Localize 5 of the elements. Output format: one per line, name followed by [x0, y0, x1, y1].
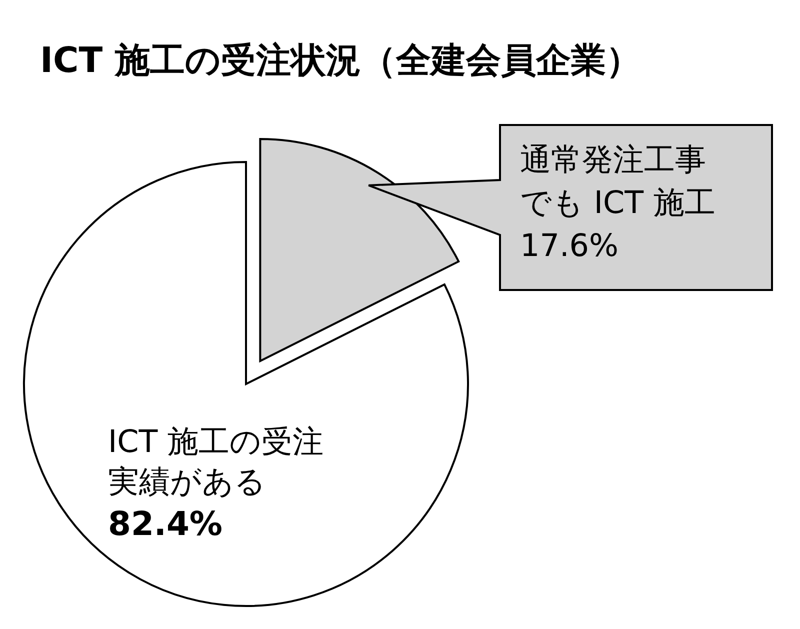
data-label: 82.4%	[108, 504, 222, 543]
slice-label: 通常発注工事でも ICT 施工	[520, 142, 716, 221]
data-label: 17.6%	[520, 228, 618, 264]
chart-title: ICT 施工の受注状況（全建会員企業）	[40, 41, 641, 81]
slice-label: ICT 施工の受注実績がある	[108, 424, 324, 500]
